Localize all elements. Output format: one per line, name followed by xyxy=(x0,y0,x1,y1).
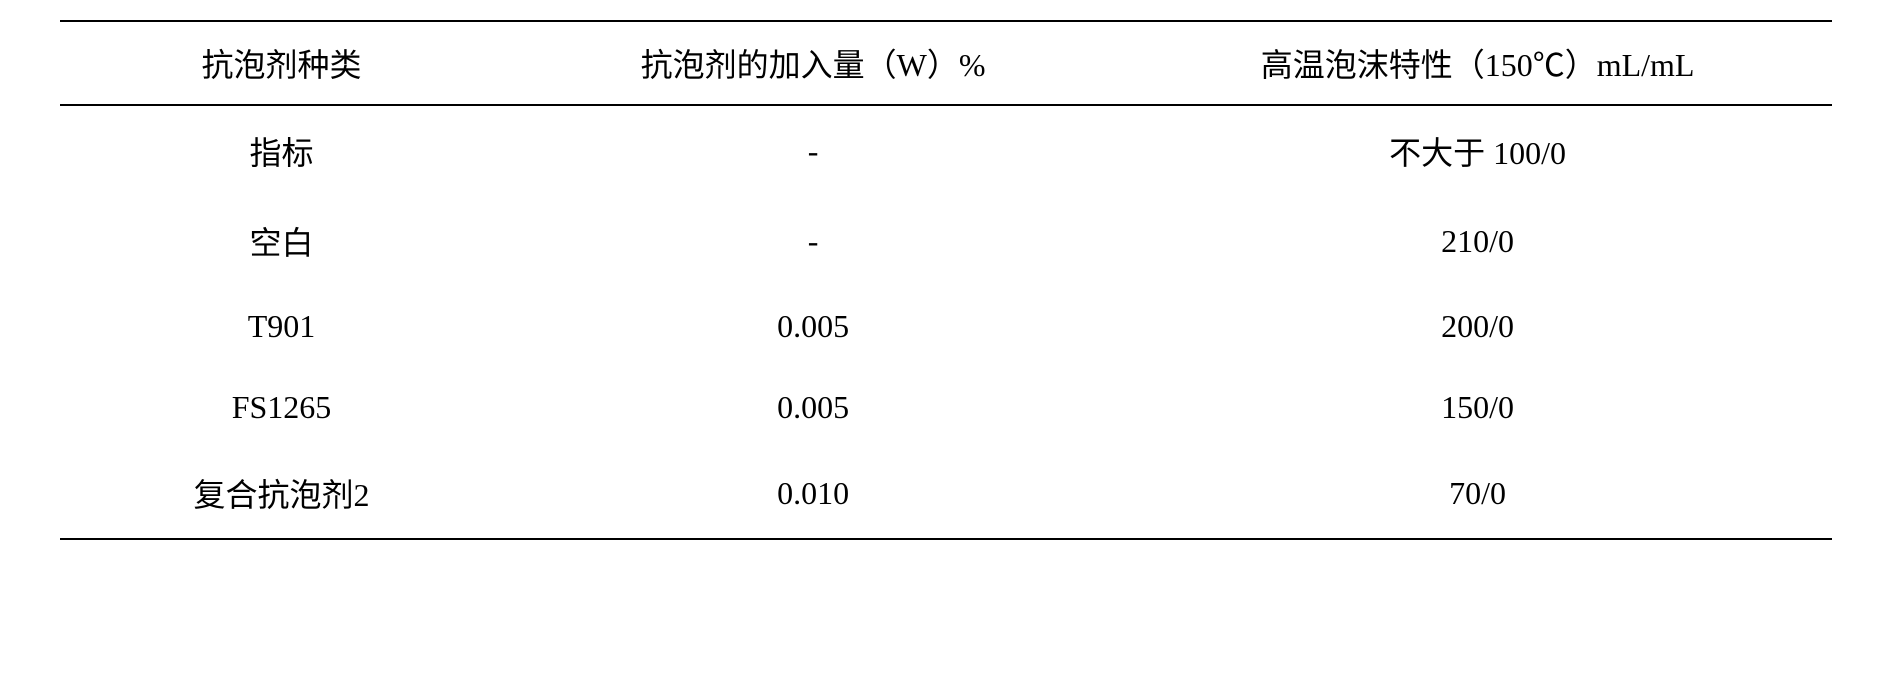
cell-type: 空白 xyxy=(60,196,503,286)
table-row: 复合抗泡剂2 0.010 70/0 xyxy=(60,448,1832,539)
cell-amount: 0.010 xyxy=(503,448,1123,539)
table-row: 指标 - 不大于 100/0 xyxy=(60,105,1832,196)
cell-foam: 210/0 xyxy=(1123,196,1832,286)
cell-foam: 150/0 xyxy=(1123,367,1832,448)
cell-type: 复合抗泡剂2 xyxy=(60,448,503,539)
cell-amount: - xyxy=(503,105,1123,196)
antifoam-table: 抗泡剂种类 抗泡剂的加入量（W）% 高温泡沫特性（150℃）mL/mL 指标 -… xyxy=(60,20,1832,540)
table-row: FS1265 0.005 150/0 xyxy=(60,367,1832,448)
col-header-type: 抗泡剂种类 xyxy=(60,21,503,105)
cell-foam: 200/0 xyxy=(1123,286,1832,367)
col-header-amount: 抗泡剂的加入量（W）% xyxy=(503,21,1123,105)
table-row: T901 0.005 200/0 xyxy=(60,286,1832,367)
col-header-foam: 高温泡沫特性（150℃）mL/mL xyxy=(1123,21,1832,105)
cell-type: FS1265 xyxy=(60,367,503,448)
cell-foam: 不大于 100/0 xyxy=(1123,105,1832,196)
cell-type: T901 xyxy=(60,286,503,367)
cell-amount: - xyxy=(503,196,1123,286)
cell-type: 指标 xyxy=(60,105,503,196)
table-header-row: 抗泡剂种类 抗泡剂的加入量（W）% 高温泡沫特性（150℃）mL/mL xyxy=(60,21,1832,105)
cell-foam: 70/0 xyxy=(1123,448,1832,539)
table-row: 空白 - 210/0 xyxy=(60,196,1832,286)
cell-amount: 0.005 xyxy=(503,286,1123,367)
cell-amount: 0.005 xyxy=(503,367,1123,448)
